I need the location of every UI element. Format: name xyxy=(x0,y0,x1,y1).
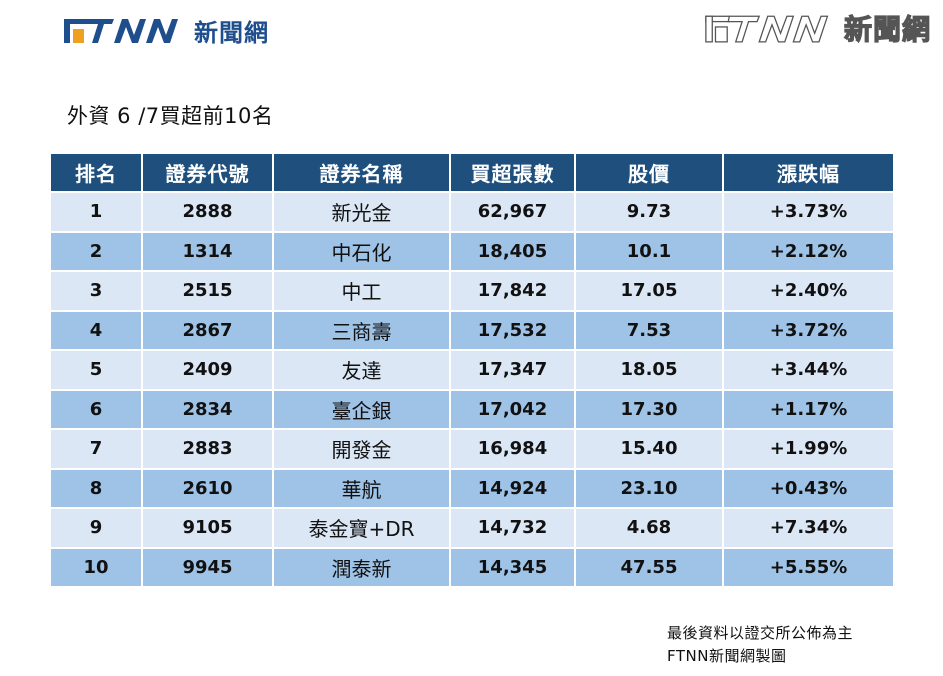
watermark-cjk-text: 新聞網 xyxy=(843,12,931,46)
cell-volume: 17,842 xyxy=(450,270,576,311)
table-row: 3 2515 中工 17,842 17.05 +2.40% xyxy=(51,270,893,311)
cell-code: 2888 xyxy=(142,191,274,232)
cell-name: 泰金寶+DR xyxy=(273,507,451,548)
cell-change: +3.73% xyxy=(723,191,893,232)
cell-rank: 6 xyxy=(51,388,143,429)
table-header-row: 排名 證券代號 證券名稱 買超張數 股價 漲跌幅 xyxy=(51,154,893,192)
cell-rank: 5 xyxy=(51,349,143,390)
cell-name: 開發金 xyxy=(273,428,451,469)
table-row: 6 2834 臺企銀 17,042 17.30 +1.17% xyxy=(51,388,893,429)
footnote-source: 最後資料以證交所公佈為主 xyxy=(667,624,854,642)
header-rank: 排名 xyxy=(51,154,143,192)
cell-volume: 17,532 xyxy=(450,309,576,350)
cell-name: 華航 xyxy=(273,467,451,508)
cell-price: 9.73 xyxy=(575,191,724,232)
cell-volume: 17,042 xyxy=(450,388,576,429)
table-row: 7 2883 開發金 16,984 15.40 +1.99% xyxy=(51,428,893,469)
cell-change: +5.55% xyxy=(723,546,893,586)
cell-change: +3.44% xyxy=(723,349,893,390)
cell-price: 18.05 xyxy=(575,349,724,390)
header-code: 證券代號 xyxy=(142,154,274,192)
cell-code: 2515 xyxy=(142,270,274,311)
cell-change: +3.72% xyxy=(723,309,893,350)
header-volume: 買超張數 xyxy=(450,154,576,192)
cell-rank: 9 xyxy=(51,507,143,548)
ranking-table: 排名 證券代號 證券名稱 買超張數 股價 漲跌幅 1 2888 新光金 62,9… xyxy=(51,154,893,586)
table-row: 8 2610 華航 14,924 23.10 +0.43% xyxy=(51,467,893,508)
cell-rank: 7 xyxy=(51,428,143,469)
cell-price: 17.30 xyxy=(575,388,724,429)
cell-rank: 10 xyxy=(51,546,143,586)
cell-name: 中工 xyxy=(273,270,451,311)
cell-price: 15.40 xyxy=(575,428,724,469)
table-row: 10 9945 潤泰新 14,345 47.55 +5.55% xyxy=(51,546,893,586)
ftnn-logo: 新聞網 xyxy=(62,12,269,48)
cell-change: +2.12% xyxy=(723,230,893,271)
cell-volume: 14,345 xyxy=(450,546,576,586)
logo-cjk-text: 新聞網 xyxy=(194,18,269,47)
cell-price: 47.55 xyxy=(575,546,724,586)
table-row: 5 2409 友達 17,347 18.05 +3.44% xyxy=(51,349,893,390)
footnote: 最後資料以證交所公佈為主 FTNN新聞網製圖 xyxy=(667,622,853,668)
cell-name: 三商壽 xyxy=(273,309,451,350)
cell-change: +2.40% xyxy=(723,270,893,311)
table-row: 9 9105 泰金寶+DR 14,732 4.68 +7.34% xyxy=(51,507,893,548)
table-row: 1 2888 新光金 62,967 9.73 +3.73% xyxy=(51,191,893,232)
cell-volume: 14,732 xyxy=(450,507,576,548)
header-name: 證券名稱 xyxy=(273,154,451,192)
cell-change: +1.99% xyxy=(723,428,893,469)
cell-price: 10.1 xyxy=(575,230,724,271)
table-title: 外資 6 /7買超前10名 xyxy=(67,104,274,128)
cell-volume: 62,967 xyxy=(450,191,576,232)
cell-volume: 18,405 xyxy=(450,230,576,271)
cell-code: 2610 xyxy=(142,467,274,508)
cell-code: 2834 xyxy=(142,388,274,429)
cell-price: 17.05 xyxy=(575,270,724,311)
cell-rank: 2 xyxy=(51,230,143,271)
header-price: 股價 xyxy=(575,154,724,192)
cell-code: 2409 xyxy=(142,349,274,390)
cell-name: 潤泰新 xyxy=(273,546,451,586)
cell-change: +7.34% xyxy=(723,507,893,548)
cell-code: 9945 xyxy=(142,546,274,586)
cell-name: 友達 xyxy=(273,349,451,390)
cell-name: 新光金 xyxy=(273,191,451,232)
table-row: 2 1314 中石化 18,405 10.1 +2.12% xyxy=(51,230,893,271)
cell-rank: 4 xyxy=(51,309,143,350)
cell-price: 23.10 xyxy=(575,467,724,508)
cell-code: 2883 xyxy=(142,428,274,469)
cell-name: 臺企銀 xyxy=(273,388,451,429)
footnote-credit: FTNN新聞網製圖 xyxy=(667,647,787,665)
cell-rank: 8 xyxy=(51,467,143,508)
ftnn-watermark: 新聞網 xyxy=(702,10,931,47)
ftnn-logo-mark xyxy=(64,19,178,43)
cell-change: +1.17% xyxy=(723,388,893,429)
cell-code: 9105 xyxy=(142,507,274,548)
table-row: 4 2867 三商壽 17,532 7.53 +3.72% xyxy=(51,309,893,350)
cell-volume: 17,347 xyxy=(450,349,576,390)
cell-rank: 3 xyxy=(51,270,143,311)
cell-change: +0.43% xyxy=(723,467,893,508)
cell-volume: 16,984 xyxy=(450,428,576,469)
cell-code: 1314 xyxy=(142,230,274,271)
cell-volume: 14,924 xyxy=(450,467,576,508)
cell-name: 中石化 xyxy=(273,230,451,271)
cell-price: 7.53 xyxy=(575,309,724,350)
cell-rank: 1 xyxy=(51,191,143,232)
cell-code: 2867 xyxy=(142,309,274,350)
header-change: 漲跌幅 xyxy=(723,154,893,192)
ftnn-watermark-mark xyxy=(705,15,829,43)
cell-price: 4.68 xyxy=(575,507,724,548)
